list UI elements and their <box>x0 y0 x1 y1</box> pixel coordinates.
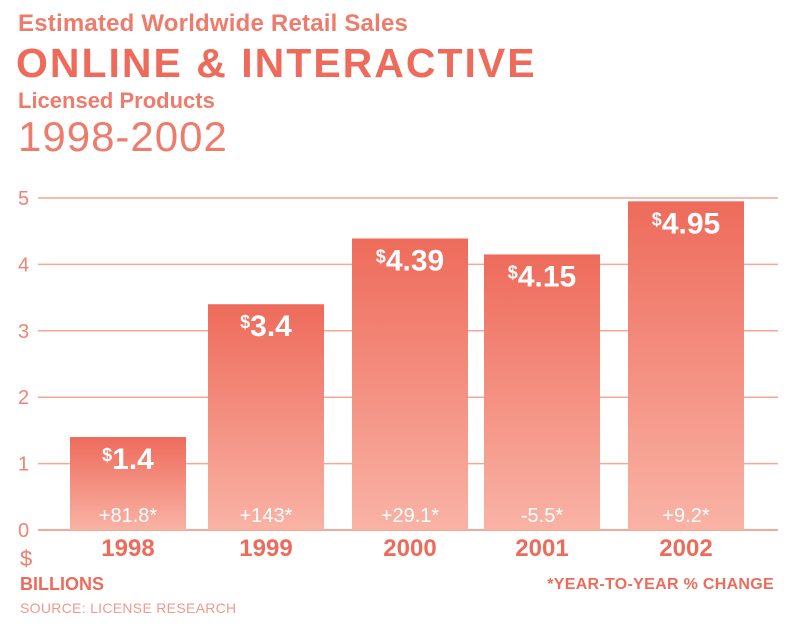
y-tick-label: 0 <box>18 520 29 542</box>
source-credit: SOURCE: LICENSE RESEARCH <box>20 600 237 616</box>
bar-value-label: $1.4 <box>102 443 154 476</box>
chart-year-range: 1998-2002 <box>18 113 228 160</box>
bar-value-label: $4.15 <box>508 260 576 293</box>
bar-change-label: +143* <box>240 505 293 527</box>
y-tick-label: 1 <box>18 454 29 476</box>
bar-change-label: +81.8* <box>99 505 158 527</box>
x-tick-label: 1999 <box>239 535 292 562</box>
y-tick-label: 5 <box>18 188 29 210</box>
chart-title-main: ONLINE & INTERACTIVE <box>16 40 537 86</box>
y-tick-label: 3 <box>18 321 29 343</box>
x-tick-label: 2001 <box>515 535 568 562</box>
bar-change-label: +9.2* <box>662 505 709 527</box>
bar-value-label: $4.39 <box>376 245 444 278</box>
chart-title-line-1: Estimated Worldwide Retail Sales <box>18 10 409 37</box>
y-axis-ticks: 0 1 2 3 4 5 <box>18 188 29 542</box>
y-tick-label: 2 <box>18 387 29 409</box>
footnote: *YEAR-TO-YEAR % CHANGE <box>547 576 774 593</box>
x-tick-label: 1998 <box>101 535 154 562</box>
bar-value-label: $4.95 <box>652 207 720 240</box>
bar-value-label: $3.4 <box>240 310 292 343</box>
unit-symbol: $ <box>20 546 33 571</box>
x-tick-label: 2002 <box>659 535 712 562</box>
bar <box>70 437 186 530</box>
chart-subtitle: Licensed Products <box>18 88 215 113</box>
bar <box>352 238 468 530</box>
bar-change-label: +29.1* <box>381 505 440 527</box>
bar <box>628 201 744 530</box>
bars <box>70 201 744 530</box>
bar <box>484 254 600 530</box>
unit-label: BILLIONS <box>20 574 104 594</box>
y-tick-label: 4 <box>18 254 29 276</box>
bar <box>208 304 324 530</box>
bar-change-label: -5.5* <box>521 505 563 527</box>
labels: $1.4 +81.8* 1998 $3.4 +143* 1999 $4.39 +29.1* 20… <box>99 207 720 562</box>
x-tick-label: 2000 <box>383 535 436 562</box>
